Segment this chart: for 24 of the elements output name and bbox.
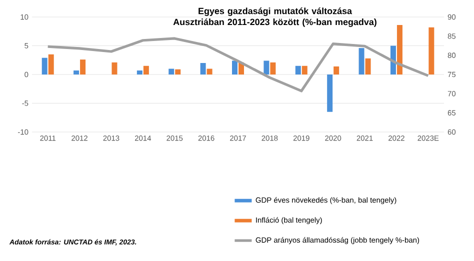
- bar: [80, 60, 86, 74]
- bar: [365, 58, 371, 74]
- bar: [302, 66, 308, 74]
- bar: [74, 70, 80, 74]
- bar: [143, 66, 149, 74]
- bar: [175, 69, 181, 74]
- line-series: [46, 37, 430, 92]
- bar: [270, 62, 276, 74]
- bar: [396, 25, 402, 74]
- bar: [48, 54, 54, 74]
- bar: [42, 58, 48, 74]
- bar: [200, 63, 206, 74]
- bar: [136, 70, 142, 74]
- bar: [112, 62, 118, 74]
- bar: [428, 27, 434, 74]
- bar: [264, 60, 270, 74]
- bar: [295, 66, 301, 74]
- bar: [232, 60, 238, 74]
- bar: [327, 74, 333, 112]
- bar: [168, 68, 174, 74]
- bar: [334, 66, 340, 74]
- chart-title: Egyes gazdasági mutatók változása Ausztriában 2011-2023 között (%-ban megadva): [173, 8, 376, 27]
- bar: [358, 48, 364, 74]
- bar: [206, 68, 212, 74]
